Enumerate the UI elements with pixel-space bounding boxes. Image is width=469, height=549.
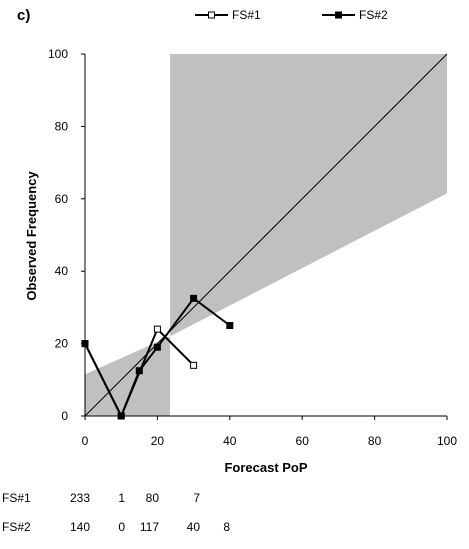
panel-label: c) xyxy=(17,7,30,24)
legend-marker-fs1 xyxy=(208,11,215,19)
series-line-fs2 xyxy=(84,296,231,419)
count-row-label: FS#1 xyxy=(2,491,31,505)
legend-label-fs1: FS#1 xyxy=(232,8,261,22)
y-tick-label: 40 xyxy=(55,264,69,278)
legend-label-fs2: FS#2 xyxy=(359,8,388,22)
count-value: 140 xyxy=(70,520,90,534)
data-point-fs1 xyxy=(190,361,198,369)
data-point-fs2 xyxy=(117,412,125,420)
x-tick-label: 40 xyxy=(223,434,237,448)
count-value: 233 xyxy=(70,491,90,505)
x-tick-label: 20 xyxy=(151,434,165,448)
axes: 0 20 40 60 80 100 0 20 40 60 80 100 xyxy=(48,47,457,448)
y-tick-label: 100 xyxy=(48,47,68,61)
data-point-fs2 xyxy=(226,322,234,329)
count-value: 1 xyxy=(118,491,125,505)
count-value: 117 xyxy=(140,520,159,534)
y-tick-label: 20 xyxy=(55,337,69,351)
x-tick-label: 0 xyxy=(82,434,89,448)
x-axis-title: Forecast PoP xyxy=(224,460,307,475)
data-point-fs2 xyxy=(190,294,198,302)
y-tick-label: 60 xyxy=(55,192,69,206)
count-value: 7 xyxy=(193,491,200,505)
y-tick-label: 0 xyxy=(61,409,68,423)
data-point-fs2 xyxy=(135,367,143,375)
legend: FS#1 FS#2 xyxy=(195,8,388,22)
count-row-label: FS#2 xyxy=(2,520,31,534)
count-value: 0 xyxy=(118,520,125,534)
count-value: 40 xyxy=(187,520,201,534)
count-value: 80 xyxy=(146,491,160,505)
x-tick-label: 80 xyxy=(368,434,382,448)
data-point-fs2 xyxy=(81,340,89,348)
counts-table: FS#1 233 1 80 7 FS#2 140 0 117 40 8 xyxy=(2,491,230,534)
legend-marker-fs2 xyxy=(335,11,342,19)
data-point-fs2 xyxy=(153,343,161,351)
y-tick-label: 80 xyxy=(55,119,69,133)
y-axis-title: Observed Frequency xyxy=(24,171,39,301)
count-value: 8 xyxy=(223,520,230,534)
x-tick-label: 100 xyxy=(437,434,457,448)
x-tick-label: 60 xyxy=(296,434,310,448)
series-layer xyxy=(81,294,234,420)
data-point-fs1 xyxy=(153,325,161,333)
